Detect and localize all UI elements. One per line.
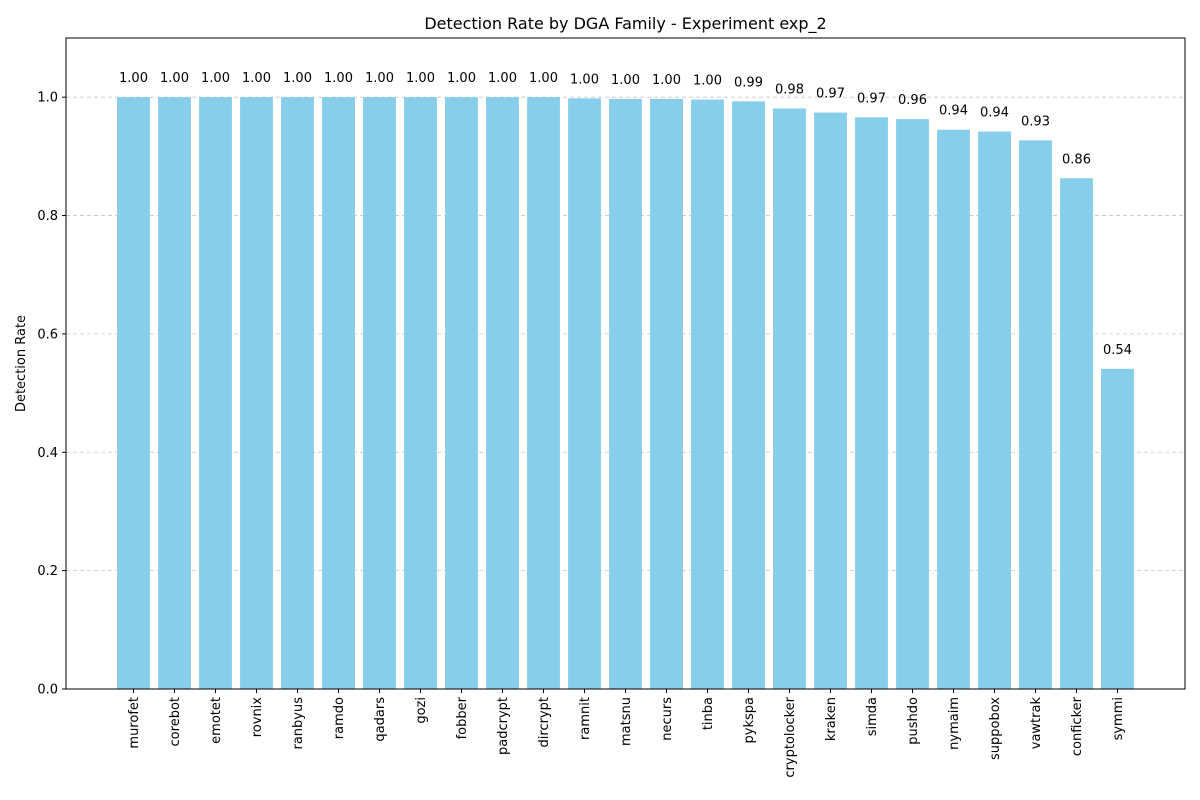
x-tick-label: fobber: [455, 696, 470, 739]
y-tick-label: 0.2: [37, 564, 58, 579]
x-tick-label: ramnit: [578, 697, 593, 740]
value-label: 1.00: [447, 71, 476, 86]
value-label: 0.98: [775, 82, 804, 97]
value-label: 0.94: [980, 106, 1009, 121]
bar-rovnix: [240, 97, 273, 689]
x-tick-label: nymaim: [947, 697, 962, 750]
x-tick-label: suppobox: [988, 697, 1003, 760]
bars: [117, 97, 1134, 690]
x-tick-label: necurs: [660, 697, 675, 741]
bar-simda: [855, 117, 888, 689]
x-tick-label: rovnix: [250, 697, 265, 738]
y-tick-label: 0.6: [37, 327, 58, 342]
value-label: 1.00: [242, 71, 271, 86]
value-label: 1.00: [488, 71, 517, 86]
x-axis: murofet corebot emotet rovnix ranbyus ramdo qa…: [127, 689, 1126, 778]
bar-cryptolocker: [773, 108, 806, 689]
x-tick-label: padcrypt: [496, 697, 511, 755]
bar-necurs: [650, 98, 683, 689]
bar-pushdo: [896, 119, 929, 689]
x-tick-label: murofet: [127, 697, 142, 749]
value-label: 1.00: [365, 71, 394, 86]
value-label: 0.94: [939, 104, 968, 119]
bar-corebot: [158, 97, 191, 689]
bar-conficker: [1060, 178, 1093, 689]
value-label: 1.00: [201, 71, 230, 86]
value-label: 0.86: [1062, 152, 1091, 167]
x-tick-label: conficker: [1070, 696, 1085, 756]
bar-pykspa: [732, 101, 765, 690]
y-tick-label: 0.0: [37, 683, 58, 698]
y-axis-label: Detection Rate: [14, 315, 29, 412]
value-label: 0.97: [816, 87, 845, 102]
y-tick-label: 0.4: [37, 446, 58, 461]
x-tick-label: symmi: [1111, 697, 1126, 740]
plot-frame: [65, 37, 1186, 690]
bar-matsnu: [609, 98, 642, 689]
y-tick-label: 1.0: [37, 91, 58, 106]
bar-fobber: [445, 97, 478, 689]
x-tick-label: vawtrak: [1029, 697, 1044, 750]
value-label: 1.00: [611, 73, 640, 88]
bar-murofet: [117, 97, 150, 689]
value-label: 0.93: [1021, 114, 1050, 129]
y-tick-label: 0.8: [37, 209, 58, 224]
bar-tinba: [691, 99, 724, 690]
value-label: 0.96: [898, 93, 927, 108]
x-tick-label: dircrypt: [537, 697, 552, 747]
x-tick-label: tinba: [701, 697, 716, 730]
bar-suppobox: [978, 131, 1011, 690]
value-label: 1.00: [160, 71, 189, 86]
value-label: 1.00: [324, 71, 353, 86]
bar-vawtrak: [1019, 140, 1052, 690]
bar-emotet: [199, 97, 232, 689]
value-label: 1.00: [652, 73, 681, 88]
value-label: 1.00: [693, 74, 722, 89]
x-tick-label: cryptolocker: [783, 696, 798, 777]
bar-symmi: [1101, 368, 1134, 689]
x-tick-label: emotet: [209, 697, 224, 744]
x-tick-label: corebot: [168, 697, 183, 746]
bar-padcrypt: [486, 97, 519, 689]
value-label: 1.00: [529, 71, 558, 86]
bar-ranbyus: [281, 97, 314, 689]
value-label: 1.00: [283, 71, 312, 86]
bar-dircrypt: [527, 97, 560, 689]
value-label: 0.99: [734, 75, 763, 90]
x-tick-label: ranbyus: [291, 697, 306, 750]
value-label: 0.54: [1103, 343, 1132, 358]
x-tick-label: gozi: [414, 697, 429, 724]
x-tick-label: pykspa: [742, 697, 757, 743]
value-label: 1.00: [119, 71, 148, 86]
value-label: 1.00: [570, 72, 599, 87]
bar-ramdo: [322, 97, 355, 689]
x-tick-label: qadars: [373, 697, 388, 742]
chart-title: Detection Rate by DGA Family - Experimen…: [424, 14, 826, 34]
bar-gozi: [404, 97, 437, 689]
value-label: 1.00: [406, 71, 435, 86]
value-label: 0.97: [857, 91, 886, 106]
bar-ramnit: [568, 98, 601, 689]
y-axis: 0.0 0.2 0.4 0.6 0.8 1.0: [37, 91, 66, 698]
x-tick-label: matsnu: [619, 697, 634, 746]
bar-kraken: [814, 112, 847, 689]
x-tick-label: ramdo: [332, 697, 347, 739]
x-tick-label: simda: [865, 697, 880, 736]
x-tick-label: pushdo: [906, 697, 921, 745]
bar-qadars: [363, 97, 396, 689]
value-labels: 1.00 1.00 1.00 1.00 1.00 1.00 1.00 1.00 1.00 1.00…: [119, 71, 1132, 358]
x-tick-label: kraken: [824, 697, 839, 741]
bar-nymaim: [937, 129, 970, 689]
